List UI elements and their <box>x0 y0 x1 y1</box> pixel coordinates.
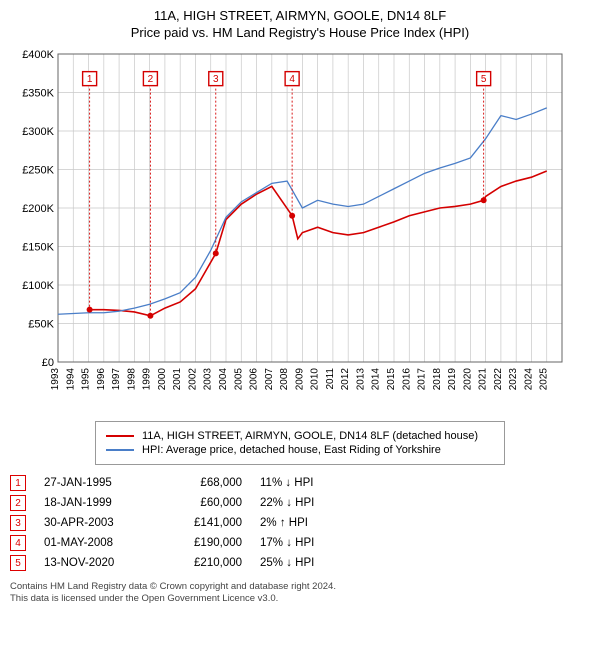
svg-text:2012: 2012 <box>340 368 351 391</box>
svg-text:2013: 2013 <box>355 368 366 391</box>
transaction-diff: 25% ↓ HPI <box>260 557 350 569</box>
transaction-date: 13-NOV-2020 <box>44 557 144 569</box>
footer-line1: Contains HM Land Registry data © Crown c… <box>10 581 590 593</box>
transaction-diff: 22% ↓ HPI <box>260 497 350 509</box>
svg-text:£200K: £200K <box>22 203 54 215</box>
svg-text:2007: 2007 <box>264 368 275 391</box>
svg-text:1993: 1993 <box>50 368 61 391</box>
svg-text:£0: £0 <box>42 357 54 369</box>
svg-text:2006: 2006 <box>249 368 260 391</box>
transaction-row: 3 30-APR-2003 £141,000 2% ↑ HPI <box>10 515 590 531</box>
price-chart: £0 £50K £100K £150K £200K £250K £300K £350K £400… <box>10 48 570 408</box>
svg-text:£300K: £300K <box>22 126 54 138</box>
legend: 11A, HIGH STREET, AIRMYN, GOOLE, DN14 8L… <box>95 421 505 465</box>
svg-text:£350K: £350K <box>22 88 54 100</box>
transaction-diff: 2% ↑ HPI <box>260 517 350 529</box>
svg-text:2008: 2008 <box>279 368 290 391</box>
chart-title-line2: Price paid vs. HM Land Registry's House … <box>10 25 590 40</box>
svg-text:2014: 2014 <box>371 368 382 391</box>
chart-title-block: 11A, HIGH STREET, AIRMYN, GOOLE, DN14 8L… <box>10 8 590 40</box>
svg-text:2011: 2011 <box>325 368 336 390</box>
footer-line2: This data is licensed under the Open Gov… <box>10 593 590 605</box>
transactions-table: 1 27-JAN-1995 £68,000 11% ↓ HPI 2 18-JAN-1999… <box>10 475 590 571</box>
legend-row: 11A, HIGH STREET, AIRMYN, GOOLE, DN14 8L… <box>106 430 494 442</box>
chart-area: £0 £50K £100K £150K £200K £250K £300K £350K £400… <box>10 48 590 413</box>
transaction-row: 2 18-JAN-1999 £60,000 22% ↓ HPI <box>10 495 590 511</box>
svg-text:2: 2 <box>148 74 154 85</box>
svg-text:2010: 2010 <box>310 368 321 391</box>
svg-text:2020: 2020 <box>462 368 473 391</box>
legend-label: HPI: Average price, detached house, East… <box>142 444 441 456</box>
svg-text:£100K: £100K <box>22 280 54 292</box>
svg-text:2024: 2024 <box>523 368 534 391</box>
legend-row: HPI: Average price, detached house, East… <box>106 444 494 456</box>
transaction-row: 4 01-MAY-2008 £190,000 17% ↓ HPI <box>10 535 590 551</box>
svg-text:2019: 2019 <box>447 368 458 391</box>
svg-text:1997: 1997 <box>111 368 122 391</box>
svg-text:2016: 2016 <box>401 368 412 391</box>
transaction-marker: 3 <box>10 515 26 531</box>
svg-text:2000: 2000 <box>157 368 168 391</box>
transaction-date: 18-JAN-1999 <box>44 497 144 509</box>
transaction-price: £190,000 <box>162 537 242 549</box>
transaction-diff: 17% ↓ HPI <box>260 537 350 549</box>
legend-swatch <box>106 435 134 437</box>
svg-text:2015: 2015 <box>386 368 397 391</box>
svg-text:2004: 2004 <box>218 368 229 391</box>
svg-text:4: 4 <box>289 74 295 85</box>
transaction-date: 27-JAN-1995 <box>44 477 144 489</box>
transaction-price: £210,000 <box>162 557 242 569</box>
svg-text:2009: 2009 <box>294 368 305 391</box>
transaction-diff: 11% ↓ HPI <box>260 477 350 489</box>
svg-text:2022: 2022 <box>493 368 504 391</box>
svg-text:5: 5 <box>481 74 487 85</box>
legend-swatch <box>106 449 134 451</box>
transaction-marker: 4 <box>10 535 26 551</box>
svg-text:2018: 2018 <box>432 368 443 391</box>
transaction-marker: 2 <box>10 495 26 511</box>
transaction-row: 5 13-NOV-2020 £210,000 25% ↓ HPI <box>10 555 590 571</box>
svg-text:2005: 2005 <box>233 368 244 391</box>
transaction-date: 01-MAY-2008 <box>44 537 144 549</box>
transaction-price: £141,000 <box>162 517 242 529</box>
svg-text:2025: 2025 <box>539 368 550 391</box>
svg-text:£400K: £400K <box>22 49 54 61</box>
svg-text:1996: 1996 <box>96 368 107 391</box>
svg-text:£50K: £50K <box>28 319 54 331</box>
svg-text:1999: 1999 <box>142 368 153 391</box>
svg-text:2021: 2021 <box>478 368 489 391</box>
svg-text:2003: 2003 <box>203 368 214 391</box>
svg-text:2001: 2001 <box>172 368 183 391</box>
svg-text:1998: 1998 <box>126 368 137 391</box>
svg-text:£150K: £150K <box>22 242 54 254</box>
svg-text:2017: 2017 <box>417 368 428 391</box>
chart-title-line1: 11A, HIGH STREET, AIRMYN, GOOLE, DN14 8L… <box>10 8 590 23</box>
transaction-row: 1 27-JAN-1995 £68,000 11% ↓ HPI <box>10 475 590 491</box>
svg-text:2002: 2002 <box>187 368 198 391</box>
svg-text:1: 1 <box>87 74 93 85</box>
svg-text:1995: 1995 <box>81 368 92 391</box>
svg-text:£250K: £250K <box>22 165 54 177</box>
transaction-price: £60,000 <box>162 497 242 509</box>
transaction-marker: 5 <box>10 555 26 571</box>
svg-text:2023: 2023 <box>508 368 519 391</box>
transaction-date: 30-APR-2003 <box>44 517 144 529</box>
svg-text:1994: 1994 <box>65 368 76 391</box>
svg-text:3: 3 <box>213 74 219 85</box>
transaction-price: £68,000 <box>162 477 242 489</box>
legend-label: 11A, HIGH STREET, AIRMYN, GOOLE, DN14 8L… <box>142 430 478 442</box>
footer-attribution: Contains HM Land Registry data © Crown c… <box>10 581 590 606</box>
transaction-marker: 1 <box>10 475 26 491</box>
